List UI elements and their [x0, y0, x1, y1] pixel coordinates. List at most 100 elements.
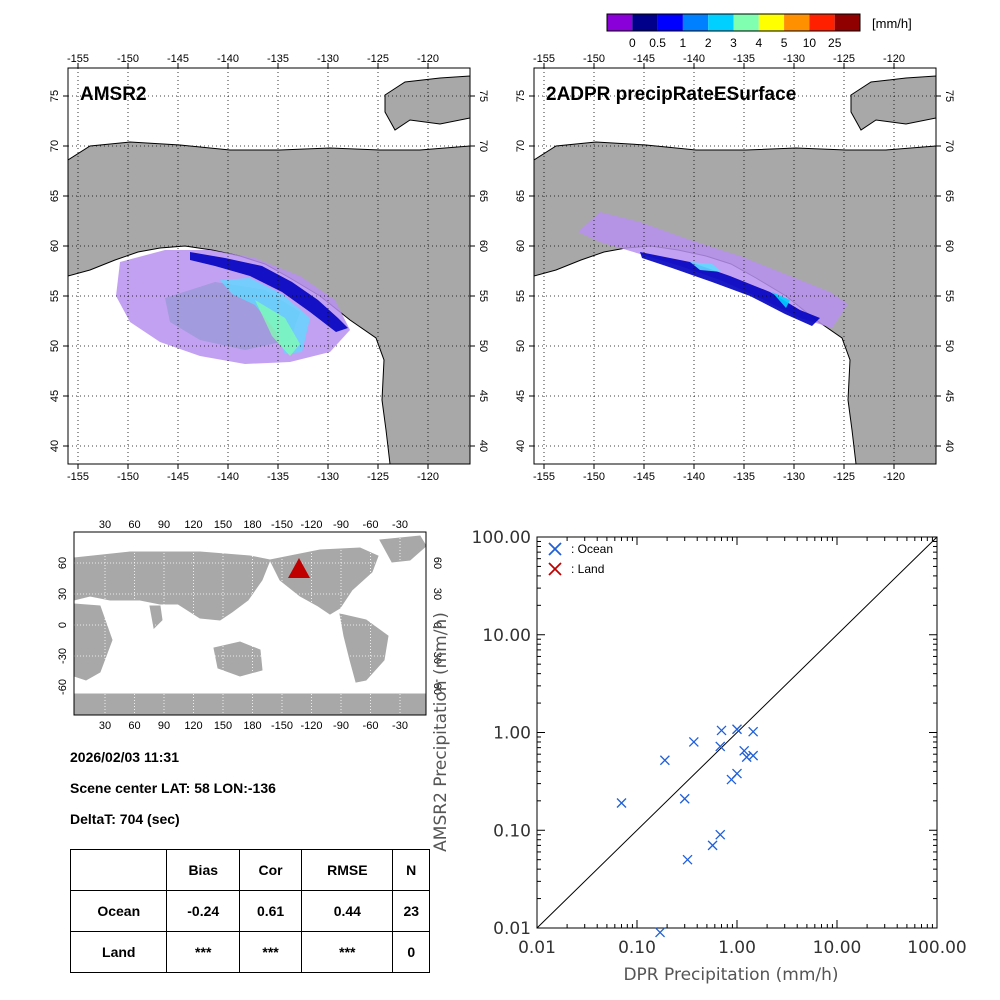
colorbar-tick-label: 10 [803, 36, 817, 50]
globe-lat-label: 60 [431, 557, 443, 569]
data-point [715, 741, 726, 752]
lat-tick-label: 75 [477, 90, 489, 102]
globe-lon-label: 30 [99, 519, 111, 531]
globe-lon-label: -90 [333, 720, 349, 732]
globe-lon-label: -150 [271, 519, 293, 531]
panel-title: AMSR2 [80, 84, 147, 105]
lat-tick-label: 60 [943, 240, 955, 252]
lon-tick-label: -125 [367, 53, 389, 65]
lon-tick-label: -130 [783, 471, 805, 483]
cor-cell: *** [238, 931, 303, 973]
lat-tick-label: 70 [515, 140, 527, 152]
data-point [688, 737, 699, 747]
legend-label: : Ocean [571, 542, 613, 556]
n-cell: 23 [392, 890, 430, 932]
lon-tick-label: -140 [217, 471, 239, 483]
delta-t: DeltaT: 704 (sec) [70, 811, 180, 827]
data-point [748, 750, 759, 761]
map-grid [74, 532, 426, 715]
map-grid [534, 68, 936, 464]
colorbar-swatch [784, 14, 810, 31]
lon-tick-label: -155 [67, 53, 89, 65]
globe-lon-label: -150 [271, 720, 293, 732]
globe-lat-label: -60 [431, 679, 443, 695]
lon-tick-label: -150 [583, 53, 605, 65]
x-tick-label: 100.00 [907, 938, 966, 958]
colorbar-tick-label: 5 [781, 36, 788, 50]
globe-lat-label: -30 [57, 648, 69, 664]
datetime: 2026/02/03 11:31 [70, 749, 179, 765]
table-header-cell: N [392, 849, 430, 891]
map-axis-ticks: -155 -155 -150 -150 -145 -145 -140 -140 -135 -135… [515, 53, 955, 483]
scatter-plot: 0.01 0.10 1.00 10.00 100.00 0.01 0.10 1.00 10.00… [431, 528, 967, 985]
scene-center: Scene center LAT: 58 LON:-136 [70, 780, 276, 796]
globe-lat-label: 30 [431, 588, 443, 600]
y-tick-label: 0.01 [493, 919, 531, 939]
lat-tick-label: 50 [943, 340, 955, 352]
colorbar-swatch [758, 14, 785, 31]
data-point [659, 755, 670, 766]
colorbar-swatch [682, 14, 709, 31]
data-point [739, 745, 750, 756]
colorbar-tick-label: 0.5 [649, 36, 666, 50]
data-point [732, 768, 742, 779]
globe-lon-label: 30 [99, 720, 111, 732]
lon-tick-label: -125 [833, 53, 855, 65]
x-tick-label: 0.10 [618, 938, 656, 958]
data-point [707, 840, 718, 851]
lat-tick-label: 55 [49, 290, 61, 302]
colorbar-unit: [mm/h] [872, 16, 912, 31]
y-tick-label: 0.10 [493, 821, 531, 841]
lon-tick-label: -150 [117, 53, 139, 65]
legend-marker [548, 562, 562, 576]
colorbar-swatch [733, 14, 759, 31]
globe-lon-label: 90 [158, 519, 170, 531]
globe-lat-label: -60 [57, 679, 69, 695]
bias-cell: *** [166, 931, 240, 973]
scatter-points [616, 724, 759, 938]
n-cell: 0 [392, 931, 430, 973]
land-mass [74, 603, 113, 681]
antarctica [74, 693, 426, 715]
globe-lon-label: 150 [214, 720, 232, 732]
lat-tick-label: 60 [49, 240, 61, 252]
lon-tick-label: -120 [417, 53, 439, 65]
row-label: Ocean [69, 890, 168, 932]
x-axis-label: DPR Precipitation (mm/h) [623, 965, 838, 985]
lat-tick-label: 65 [943, 190, 955, 202]
colorbar-swatch [657, 14, 683, 31]
lon-tick-label: -140 [683, 471, 705, 483]
globe-lat-label: 0 [57, 622, 69, 628]
lat-tick-label: 45 [477, 390, 489, 402]
globe-lon-label: 90 [158, 720, 170, 732]
colorbar-tick-label: 3 [730, 36, 737, 50]
colorbar-swatch [834, 14, 860, 31]
lat-tick-label: 65 [477, 190, 489, 202]
rmse-cell: *** [301, 931, 394, 973]
lat-tick-label: 60 [515, 240, 527, 252]
colorbar-swatch [809, 14, 835, 31]
data-point [655, 927, 666, 938]
data-point [616, 798, 627, 808]
globe-lon-label: 60 [128, 519, 140, 531]
table-row-ocean: Ocean -0.24 0.61 0.44 23 [69, 890, 430, 932]
data-point [732, 724, 742, 735]
globe-lon-label: 120 [184, 519, 202, 531]
globe-lon-label: 60 [128, 720, 140, 732]
colorbar: 0 0.5 1 2 3 4 5 10 25 [mm/h] [606, 13, 912, 50]
globe-lat-label: 30 [57, 588, 69, 600]
data-point [716, 725, 727, 736]
scatter-axes: 0.01 0.10 1.00 10.00 100.00 0.01 0.10 1.00 10.00… [472, 528, 967, 958]
table-header-cell: Bias [166, 849, 240, 891]
lon-tick-label: -130 [783, 53, 805, 65]
lon-tick-label: -145 [633, 471, 655, 483]
lat-tick-label: 55 [943, 290, 955, 302]
lon-tick-label: -150 [583, 471, 605, 483]
lon-tick-label: -120 [883, 53, 905, 65]
globe-lon-label: 120 [184, 720, 202, 732]
colorbar-tick-label: 1 [680, 36, 687, 50]
colorbar-swatch [708, 14, 734, 31]
lat-tick-label: 50 [49, 340, 61, 352]
land-mass [339, 613, 389, 683]
lat-tick-label: 40 [943, 440, 955, 452]
